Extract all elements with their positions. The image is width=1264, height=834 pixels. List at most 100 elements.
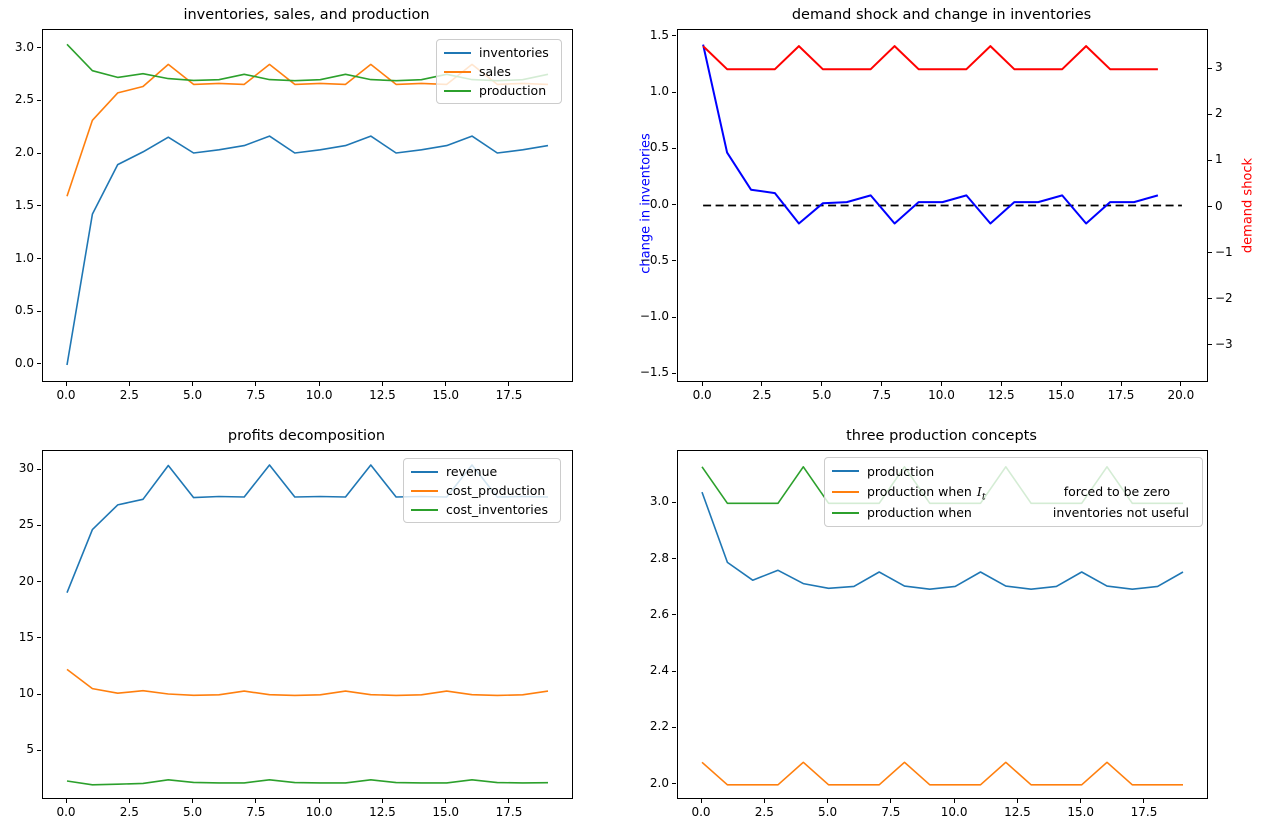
y-tick-label-inventories-sales-production: 2.5 xyxy=(14,92,34,107)
y-tick-label-three-production-concepts: 2.0 xyxy=(649,775,669,790)
y-tick-label-three-production-concepts: 2.2 xyxy=(649,719,669,734)
y-tick-profits-decomposition xyxy=(37,693,41,695)
x-tick-label-three-production-concepts: 2.5 xyxy=(754,805,774,819)
x-tick-three-production-concepts xyxy=(1143,799,1145,803)
legend-item-sales: sales xyxy=(444,64,554,79)
x-tick-label-three-production-concepts: 0.0 xyxy=(691,805,711,819)
y-tick-label-inventories-sales-production: 1.0 xyxy=(14,250,34,265)
title-demand-shock-change-inventories: demand shock and change in inventories xyxy=(791,7,1092,23)
y-tick-label-demand-shock-change-inventories: 1.0 xyxy=(649,84,669,98)
cost-inventories-line xyxy=(66,778,549,786)
x-tick-three-production-concepts xyxy=(953,799,955,803)
x-tick-demand-shock-change-inventories xyxy=(941,382,942,386)
y-tick-three-production-concepts xyxy=(672,558,676,560)
x-tick-label-profits-decomposition: 5.0 xyxy=(183,805,203,819)
y-tick-label-demand-shock-change-inventories: 0.5 xyxy=(649,140,669,155)
legend-item-production: production xyxy=(832,464,1195,479)
legend-label: sales xyxy=(479,64,511,79)
x-tick-profits-decomposition xyxy=(508,799,510,803)
y-tick-demand-shock-change-inventories xyxy=(672,204,676,205)
legend-label-suffix: forced to be zero xyxy=(1063,484,1170,500)
y2-tick-label-demand-shock-change-inventories: 0 xyxy=(1215,198,1223,213)
y-tick-inventories-sales-production xyxy=(37,47,41,49)
x-tick-label-profits-decomposition: 10.0 xyxy=(305,805,333,819)
y-tick-inventories-sales-production xyxy=(37,363,41,365)
y2-tick-demand-shock-change-inventories xyxy=(1208,252,1212,254)
x-tick-label-profits-decomposition: 7.5 xyxy=(246,805,266,819)
y2-tick-label-demand-shock-change-inventories: 3 xyxy=(1215,60,1223,75)
legend-line-sample xyxy=(832,511,859,514)
y-tick-label-three-production-concepts: 2.6 xyxy=(649,606,669,621)
y-tick-profits-decomposition xyxy=(37,524,41,526)
y-tick-label-profits-decomposition: 25 xyxy=(18,517,34,532)
y-tick-label-profits-decomposition: 10 xyxy=(18,686,34,701)
legend-label: production xyxy=(867,463,935,479)
x-tick-label-demand-shock-change-inventories: 7.5 xyxy=(872,388,892,402)
y-tick-label-inventories-sales-production: 0.5 xyxy=(14,303,34,318)
y2-tick-label-demand-shock-change-inventories: 2 xyxy=(1215,106,1223,121)
title-three-production-concepts: three production concepts xyxy=(846,428,1037,444)
y-tick-label-inventories-sales-production: 3.0 xyxy=(14,39,34,54)
demand-shock-line xyxy=(702,45,1158,71)
cost-production-line xyxy=(66,668,549,697)
x-tick-label-inventories-sales-production: 10.0 xyxy=(305,388,333,402)
x-tick-label-inventories-sales-production: 15.0 xyxy=(432,388,460,402)
y-tick-demand-shock-change-inventories xyxy=(672,316,676,318)
x-tick-label-inventories-sales-production: 7.5 xyxy=(246,388,266,402)
x-tick-demand-shock-change-inventories xyxy=(1060,382,1062,386)
legend-item-production: production xyxy=(444,83,554,98)
y-tick-profits-decomposition xyxy=(37,637,41,639)
y2-tick-demand-shock-change-inventories xyxy=(1208,113,1212,115)
y-tick-inventories-sales-production xyxy=(37,205,41,207)
x-tick-label-inventories-sales-production: 17.5 xyxy=(495,388,523,402)
x-tick-demand-shock-change-inventories xyxy=(761,382,763,386)
x-tick-label-three-production-concepts: 15.0 xyxy=(1067,805,1095,819)
x-tick-three-production-concepts xyxy=(1080,799,1082,803)
x-tick-inventories-sales-production xyxy=(128,382,130,386)
y-tick-label-three-production-concepts: 3.0 xyxy=(649,494,669,509)
y-tick-label-profits-decomposition: 5 xyxy=(26,742,34,757)
x-tick-profits-decomposition xyxy=(192,799,194,803)
change-in-inventories-line xyxy=(702,44,1159,225)
legend-line-sample xyxy=(832,490,859,493)
x-tick-three-production-concepts xyxy=(890,799,892,803)
x-tick-label-inventories-sales-production: 2.5 xyxy=(119,388,139,402)
legend-inventories-sales-production: inventories sales production xyxy=(436,39,562,104)
x-tick-three-production-concepts xyxy=(1016,799,1018,803)
y-tick-label-profits-decomposition: 30 xyxy=(18,461,34,475)
production-line xyxy=(701,491,1184,590)
x-tick-label-profits-decomposition: 12.5 xyxy=(369,805,396,819)
x-tick-label-inventories-sales-production: 12.5 xyxy=(369,388,396,402)
y2-tick-label-demand-shock-change-inventories: −1 xyxy=(1215,244,1233,259)
x-tick-label-profits-decomposition: 17.5 xyxy=(495,805,523,819)
x-tick-profits-decomposition xyxy=(128,799,130,803)
x-tick-three-production-concepts xyxy=(827,799,829,803)
y2-tick-demand-shock-change-inventories xyxy=(1208,298,1212,300)
legend-label: cost_inventories xyxy=(446,502,548,517)
x-tick-label-demand-shock-change-inventories: 20.0 xyxy=(1167,388,1195,402)
x-tick-label-demand-shock-change-inventories: 2.5 xyxy=(752,388,772,402)
x-tick-label-demand-shock-change-inventories: 0.0 xyxy=(692,388,712,402)
y-tick-three-production-concepts xyxy=(672,614,676,616)
x-tick-three-production-concepts xyxy=(763,799,765,803)
legend-item-production-when: production when It forced to be zero xyxy=(832,484,1195,502)
x-tick-profits-decomposition xyxy=(318,799,320,803)
plot-area-demand-shock-change-inventories xyxy=(677,29,1208,382)
legend-line-sample xyxy=(444,51,471,54)
x-tick-label-three-production-concepts: 5.0 xyxy=(818,805,838,819)
x-tick-label-demand-shock-change-inventories: 17.5 xyxy=(1107,388,1135,402)
x-tick-label-three-production-concepts: 7.5 xyxy=(881,805,901,819)
x-tick-profits-decomposition xyxy=(445,799,447,803)
y-tick-label-demand-shock-change-inventories: 0.0 xyxy=(649,196,669,211)
y-tick-inventories-sales-production xyxy=(37,99,41,101)
legend-item-cost-production: cost_production xyxy=(411,483,553,498)
x-tick-label-demand-shock-change-inventories: 10.0 xyxy=(928,388,955,402)
x-tick-label-inventories-sales-production: 5.0 xyxy=(183,388,203,402)
y-tick-label-demand-shock-change-inventories: −1.0 xyxy=(639,309,669,323)
legend-line-sample xyxy=(444,89,471,92)
legend-three-production-concepts: production production when It forced to be… xyxy=(824,457,1203,527)
y-tick-demand-shock-change-inventories xyxy=(672,372,676,374)
y-tick-label-profits-decomposition: 15 xyxy=(18,629,34,644)
x-tick-demand-shock-change-inventories xyxy=(881,382,883,386)
x-tick-inventories-sales-production xyxy=(255,382,257,386)
